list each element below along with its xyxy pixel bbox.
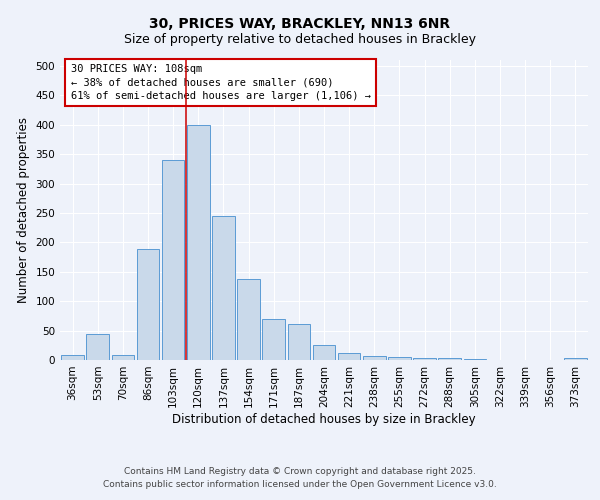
Bar <box>564 358 587 360</box>
Bar <box>287 324 310 360</box>
Text: Contains HM Land Registry data © Crown copyright and database right 2025.: Contains HM Land Registry data © Crown c… <box>124 467 476 476</box>
Bar <box>363 356 386 360</box>
Bar <box>313 346 335 360</box>
Bar <box>162 160 184 360</box>
X-axis label: Distribution of detached houses by size in Brackley: Distribution of detached houses by size … <box>172 412 476 426</box>
Bar <box>413 358 436 360</box>
Bar <box>338 353 361 360</box>
Bar <box>262 319 285 360</box>
Bar <box>61 356 84 360</box>
Text: Contains public sector information licensed under the Open Government Licence v3: Contains public sector information licen… <box>103 480 497 489</box>
Bar <box>112 356 134 360</box>
Text: 30 PRICES WAY: 108sqm
← 38% of detached houses are smaller (690)
61% of semi-det: 30 PRICES WAY: 108sqm ← 38% of detached … <box>71 64 371 101</box>
Bar <box>137 250 160 360</box>
Bar <box>187 124 209 360</box>
Y-axis label: Number of detached properties: Number of detached properties <box>17 117 30 303</box>
Bar <box>464 359 486 360</box>
Bar <box>388 357 411 360</box>
Text: 30, PRICES WAY, BRACKLEY, NN13 6NR: 30, PRICES WAY, BRACKLEY, NN13 6NR <box>149 18 451 32</box>
Text: Size of property relative to detached houses in Brackley: Size of property relative to detached ho… <box>124 32 476 46</box>
Bar <box>86 334 109 360</box>
Bar <box>439 358 461 360</box>
Bar <box>237 280 260 360</box>
Bar <box>212 216 235 360</box>
